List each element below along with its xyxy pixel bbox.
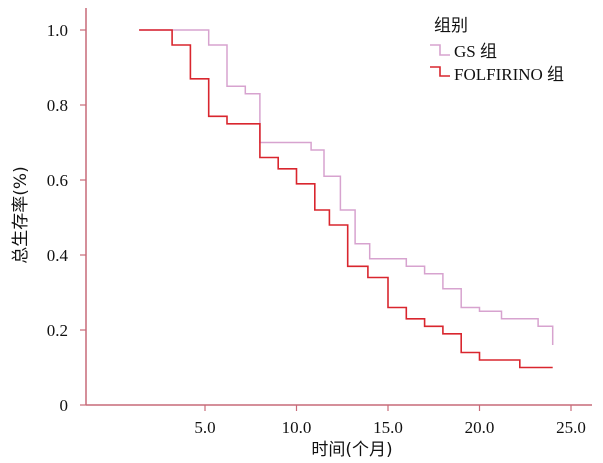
x-tick-label: 5.0: [194, 418, 215, 437]
x-axis-title: 时间(个月): [311, 440, 392, 460]
x-tick-label: 20.0: [465, 418, 495, 437]
y-tick-label: 0.6: [47, 171, 68, 190]
y-ticks: 0 0.2 0.4 0.6 0.8 1.0: [47, 21, 86, 415]
y-axis-title: 总生存率(%): [11, 166, 31, 263]
x-tick-label: 25.0: [556, 418, 586, 437]
legend-swatch-gs: [430, 44, 450, 56]
series-line-gs: [139, 29, 554, 345]
series-line-folfirino: [139, 29, 553, 369]
y-tick-label: 0: [60, 396, 69, 415]
y-tick-label: 0.2: [47, 321, 68, 340]
y-tick-label: 1.0: [47, 21, 68, 40]
legend-entry-folfirino: FOLFIRINO 组: [430, 65, 564, 84]
legend-label-gs: GS 组: [454, 42, 497, 61]
legend-swatch-folfirino: [430, 66, 450, 77]
x-tick-label: 15.0: [373, 418, 403, 437]
legend-label-folfirino: FOLFIRINO 组: [454, 65, 564, 84]
legend-title: 组别: [434, 16, 468, 36]
legend-entry-gs: GS 组: [430, 42, 497, 61]
x-tick-label: 10.0: [282, 418, 312, 437]
x-ticks: 5.0 10.0 15.0 20.0 25.0: [194, 405, 586, 437]
series-layer: [139, 29, 554, 369]
y-tick-label: 0.4: [47, 246, 69, 265]
legend: 组别 GS 组 FOLFIRINO 组: [430, 16, 564, 84]
y-tick-label: 0.8: [47, 96, 68, 115]
